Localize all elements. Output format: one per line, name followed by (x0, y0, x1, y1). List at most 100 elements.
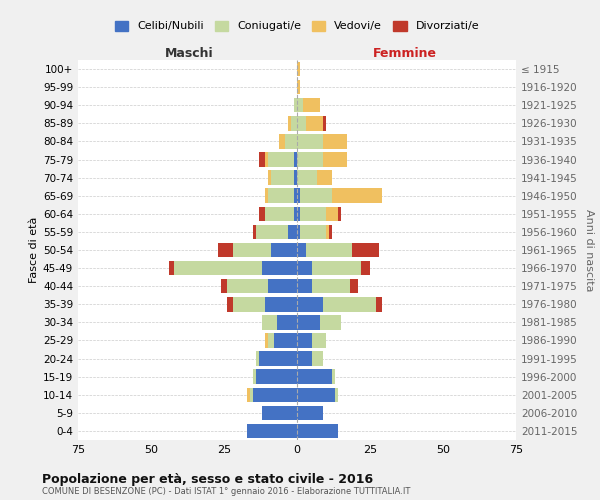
Bar (294, 206, 297, 221)
Bar (274, 333, 297, 347)
Bar (291, 116, 297, 130)
Bar (297, 370, 332, 384)
Bar (268, 170, 271, 185)
Bar (300, 224, 326, 239)
Bar (297, 116, 306, 130)
Text: COMUNE DI BESENZONE (PC) - Dati ISTAT 1° gennaio 2016 - Elaborazione TUTTITALIA.: COMUNE DI BESENZONE (PC) - Dati ISTAT 1°… (42, 487, 410, 496)
Bar (297, 388, 335, 402)
Bar (280, 134, 286, 148)
Bar (294, 152, 297, 167)
Bar (311, 261, 361, 276)
Bar (297, 352, 311, 366)
Bar (306, 243, 352, 257)
Bar (297, 224, 300, 239)
Bar (262, 406, 297, 420)
Bar (297, 80, 300, 94)
Bar (227, 297, 233, 312)
Bar (326, 206, 338, 221)
Bar (265, 152, 268, 167)
Legend: Celibi/Nubili, Coniugati/e, Vedovi/e, Divorziati/e: Celibi/Nubili, Coniugati/e, Vedovi/e, Di… (110, 16, 484, 36)
Bar (227, 279, 268, 293)
Bar (297, 98, 303, 112)
Bar (297, 134, 323, 148)
Bar (297, 297, 323, 312)
Bar (294, 170, 297, 185)
Bar (297, 188, 300, 203)
Bar (271, 243, 297, 257)
Bar (350, 279, 358, 293)
Bar (311, 333, 326, 347)
Bar (376, 297, 382, 312)
Bar (326, 224, 329, 239)
Bar (256, 370, 297, 384)
Bar (317, 170, 332, 185)
Bar (268, 188, 294, 203)
Bar (294, 188, 297, 203)
Bar (169, 261, 175, 276)
Bar (256, 224, 288, 239)
Bar (253, 224, 256, 239)
Bar (300, 206, 326, 221)
Bar (253, 388, 297, 402)
Bar (297, 424, 338, 438)
Bar (297, 279, 311, 293)
Bar (323, 297, 376, 312)
Bar (338, 206, 341, 221)
Bar (297, 152, 323, 167)
Y-axis label: Anni di nascita: Anni di nascita (584, 209, 594, 291)
Bar (297, 261, 311, 276)
Bar (250, 388, 253, 402)
Text: Femmine: Femmine (373, 47, 437, 60)
Bar (233, 297, 265, 312)
Bar (323, 116, 326, 130)
Bar (297, 62, 300, 76)
Bar (335, 388, 338, 402)
Bar (268, 333, 274, 347)
Bar (288, 224, 297, 239)
Bar (259, 152, 265, 167)
Bar (175, 261, 262, 276)
Bar (329, 224, 332, 239)
Bar (265, 188, 268, 203)
Text: Popolazione per età, sesso e stato civile - 2016: Popolazione per età, sesso e stato civil… (42, 472, 373, 486)
Bar (247, 388, 250, 402)
Bar (294, 98, 297, 112)
Bar (311, 352, 323, 366)
Bar (259, 206, 265, 221)
Bar (221, 279, 227, 293)
Bar (297, 206, 300, 221)
Bar (297, 333, 311, 347)
Bar (247, 424, 297, 438)
Bar (253, 370, 256, 384)
Bar (218, 243, 233, 257)
Bar (332, 188, 382, 203)
Bar (297, 170, 317, 185)
Bar (297, 243, 306, 257)
Bar (262, 261, 297, 276)
Bar (297, 315, 320, 330)
Bar (320, 315, 341, 330)
Bar (233, 243, 271, 257)
Bar (277, 315, 297, 330)
Bar (323, 134, 347, 148)
Bar (259, 352, 297, 366)
Bar (297, 406, 323, 420)
Bar (262, 315, 277, 330)
Bar (256, 352, 259, 366)
Y-axis label: Fasce di età: Fasce di età (29, 217, 39, 283)
Bar (332, 370, 335, 384)
Bar (268, 152, 294, 167)
Bar (303, 98, 320, 112)
Bar (265, 206, 294, 221)
Text: Maschi: Maschi (164, 47, 213, 60)
Bar (323, 152, 347, 167)
Bar (265, 333, 268, 347)
Bar (311, 279, 350, 293)
Bar (265, 297, 297, 312)
Bar (286, 134, 297, 148)
Bar (288, 116, 291, 130)
Bar (352, 243, 379, 257)
Bar (306, 116, 323, 130)
Bar (271, 170, 294, 185)
Bar (361, 261, 370, 276)
